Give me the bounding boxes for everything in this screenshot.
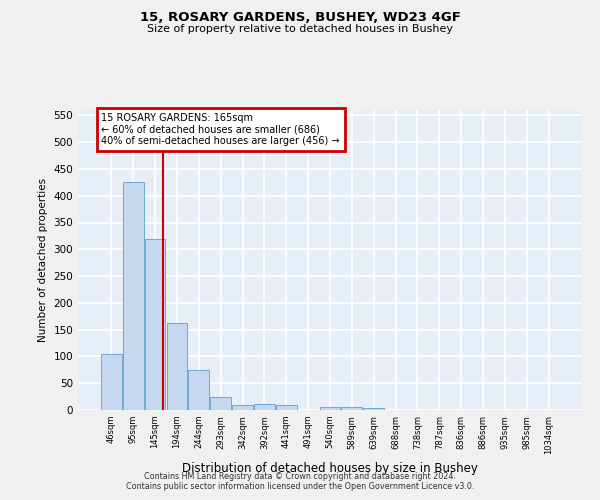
Text: Contains HM Land Registry data © Crown copyright and database right 2024.
Contai: Contains HM Land Registry data © Crown c… bbox=[126, 472, 474, 491]
X-axis label: Distribution of detached houses by size in Bushey: Distribution of detached houses by size … bbox=[182, 462, 478, 475]
Bar bbox=[276, 404, 296, 410]
Bar bbox=[123, 182, 143, 410]
Bar bbox=[101, 354, 122, 410]
Bar bbox=[254, 404, 275, 410]
Bar bbox=[188, 370, 209, 410]
Y-axis label: Number of detached properties: Number of detached properties bbox=[38, 178, 48, 342]
Text: Size of property relative to detached houses in Bushey: Size of property relative to detached ho… bbox=[147, 24, 453, 34]
Bar bbox=[167, 322, 187, 410]
Bar bbox=[320, 408, 340, 410]
Bar bbox=[341, 408, 362, 410]
Text: 15, ROSARY GARDENS, BUSHEY, WD23 4GF: 15, ROSARY GARDENS, BUSHEY, WD23 4GF bbox=[140, 11, 460, 24]
Bar bbox=[232, 404, 253, 410]
Bar bbox=[210, 396, 231, 410]
Text: 15 ROSARY GARDENS: 165sqm
← 60% of detached houses are smaller (686)
40% of semi: 15 ROSARY GARDENS: 165sqm ← 60% of detac… bbox=[101, 112, 340, 146]
Bar bbox=[364, 408, 384, 410]
Bar bbox=[145, 238, 166, 410]
